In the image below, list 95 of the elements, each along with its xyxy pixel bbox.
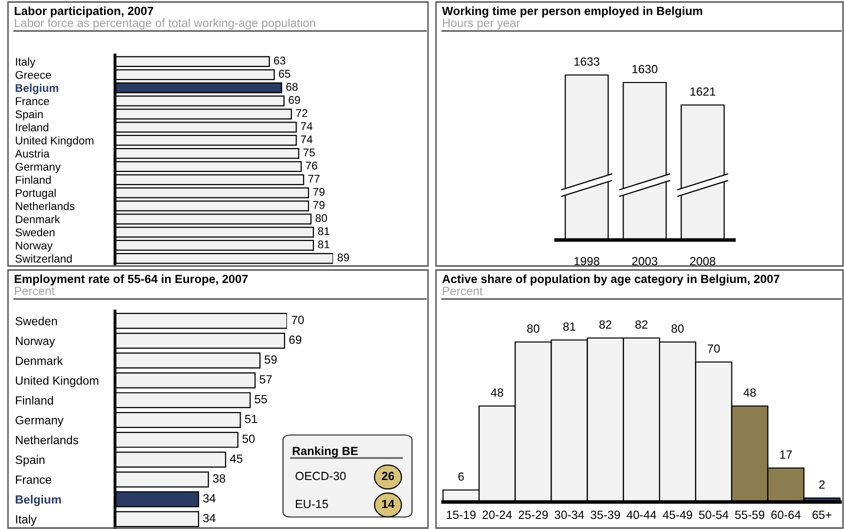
y-tick-label: Belgium — [16, 84, 58, 94]
chart-subtitle: Percent — [14, 286, 55, 296]
data-label: 1630 — [632, 64, 658, 74]
y-tick-label: Portugal — [16, 188, 56, 200]
y-tick-label: Sweden — [16, 228, 54, 236]
data-label: 79 — [313, 201, 325, 209]
text: OECD-30 — [296, 472, 346, 480]
y-tick-label: Netherlands — [16, 436, 78, 444]
y-tick-label: Norway — [16, 242, 53, 252]
data-label: 48 — [490, 388, 504, 397]
x-tick-label: 50-54 — [699, 510, 728, 520]
y-tick-label: Germany — [16, 162, 61, 173]
x-tick-label: 65+ — [812, 510, 832, 520]
x-tick-label: 25-29 — [518, 510, 548, 520]
data-label: 82 — [599, 320, 612, 329]
data-label: 34 — [203, 494, 216, 502]
chart-subtitle: Percent — [442, 286, 483, 296]
data-label: 74 — [300, 136, 312, 144]
data-label: 55 — [254, 395, 267, 404]
data-label: 82 — [635, 320, 648, 329]
y-tick-label: Italy — [16, 514, 37, 526]
data-label: 79 — [313, 188, 325, 196]
data-label: 69 — [288, 96, 300, 104]
data-label: 72 — [296, 109, 308, 117]
data-label: 81 — [563, 322, 576, 331]
y-tick-label: Italy — [16, 58, 36, 68]
data-label: 63 — [274, 56, 286, 65]
data-label: 70 — [292, 316, 304, 324]
x-tick-label: 1998 — [574, 256, 600, 266]
data-label: 45 — [230, 454, 242, 463]
data-label: 2 — [819, 480, 825, 489]
x-tick-label: 15-19 — [446, 510, 476, 520]
x-tick-label: 40-44 — [626, 510, 656, 520]
data-label: 80 — [527, 324, 540, 333]
text: Ranking BE — [292, 446, 358, 458]
data-label: 70 — [708, 344, 720, 353]
text: 26 — [382, 472, 394, 480]
text: EU-15 — [296, 500, 328, 508]
y-tick-label: Finland — [16, 396, 53, 405]
x-tick-label: 35-39 — [590, 510, 620, 520]
y-tick-label: Switzerland — [16, 254, 72, 263]
x-tick-label: 60-64 — [771, 510, 801, 520]
data-label: 65 — [278, 70, 290, 78]
y-tick-label: Norway — [16, 336, 55, 348]
data-label: 1633 — [574, 57, 600, 66]
chart-title: Employment rate of 55-64 in Europe, 2007 — [14, 274, 248, 286]
y-tick-label: Sweden — [16, 316, 57, 326]
data-label: 76 — [306, 162, 318, 170]
text: 14 — [382, 500, 395, 508]
data-label: 77 — [308, 174, 320, 183]
y-tick-label: United Kingdom — [16, 376, 98, 388]
y-tick-label: Belgium — [16, 494, 61, 506]
y-tick-label: Denmark — [16, 215, 60, 224]
y-tick-label: Finland — [16, 176, 51, 184]
x-tick-label: 30-34 — [554, 510, 584, 520]
y-tick-label: Netherlands — [16, 202, 75, 210]
data-label: 6 — [458, 472, 464, 481]
y-tick-label: France — [16, 476, 52, 484]
data-label: 17 — [780, 450, 792, 459]
data-label: 50 — [242, 434, 255, 443]
data-label: 75 — [303, 148, 315, 156]
y-tick-label: Greece — [16, 70, 51, 79]
y-tick-label: France — [16, 97, 50, 106]
chart-subtitle: Labor force as percentage of total working-age population — [14, 18, 316, 30]
data-label: 38 — [212, 474, 226, 483]
y-tick-label: Denmark — [16, 356, 63, 365]
y-tick-label: Germany — [16, 416, 64, 427]
data-label: 81 — [318, 240, 330, 248]
data-label: 34 — [203, 514, 216, 522]
x-tick-label: 55-59 — [735, 510, 764, 520]
x-tick-label: 20-24 — [482, 510, 512, 520]
chart-title: Active share of population by age category in Belgium, 2007 — [442, 274, 780, 286]
y-tick-label: United Kingdom — [16, 136, 94, 147]
data-label: 51 — [244, 414, 258, 424]
y-tick-label: Austria — [15, 149, 50, 158]
y-tick-label: Spain — [16, 455, 44, 466]
chart-title: Working time per person employed in Belgium — [442, 6, 702, 18]
data-label: 48 — [743, 388, 756, 397]
x-tick-label: 45-49 — [662, 510, 692, 520]
chart-subtitle: Hours per year — [442, 18, 520, 30]
chart-title: Labor participation, 2007 — [14, 6, 154, 18]
data-label: 57 — [260, 375, 272, 384]
data-label: 68 — [286, 82, 298, 91]
y-tick-label: Spain — [16, 110, 43, 120]
x-tick-label: 2003 — [632, 256, 658, 266]
data-label: 80 — [316, 214, 328, 222]
data-label: 81 — [318, 227, 330, 236]
data-label: 1621 — [690, 87, 716, 96]
data-label: 89 — [338, 254, 349, 262]
data-label: 59 — [264, 355, 277, 364]
data-label: 69 — [289, 336, 302, 344]
x-tick-label: 2008 — [690, 256, 716, 266]
data-label: 80 — [672, 324, 684, 333]
data-label: 74 — [300, 122, 312, 130]
y-tick-label: Ireland — [16, 123, 48, 132]
